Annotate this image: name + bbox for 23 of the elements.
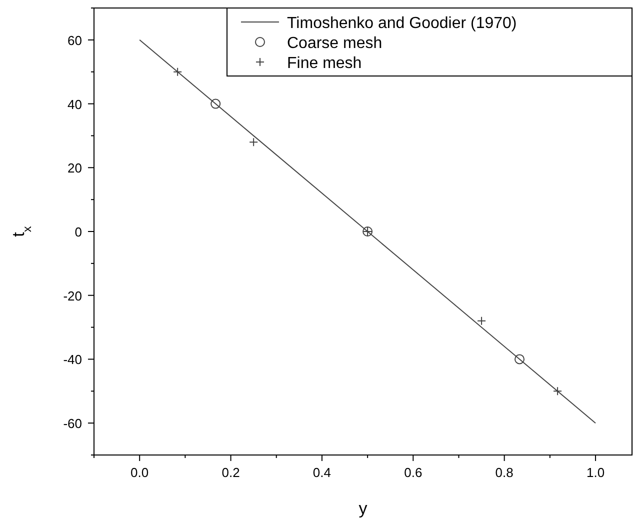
x-tick-label: 0.4	[312, 465, 332, 480]
y-tick-label: -60	[63, 416, 82, 432]
legend-label: Coarse mesh	[287, 35, 382, 52]
point	[249, 138, 258, 147]
point	[173, 67, 182, 76]
y-tick-label: 0	[74, 224, 82, 240]
x-tick-label: 0.2	[222, 465, 240, 480]
x-tick-label: 0.6	[404, 465, 422, 480]
point	[477, 316, 486, 326]
point	[514, 354, 525, 364]
x-tick-label: 0.0	[130, 465, 149, 480]
y-tick-label: 40	[68, 96, 82, 112]
x-tick-label: 0.8	[495, 465, 514, 480]
legend-label: Timoshenko and Goodier (1970)	[287, 15, 517, 32]
point	[210, 98, 221, 109]
legend-label: Fine mesh	[287, 55, 362, 72]
x-axis-title: y	[358, 499, 368, 518]
point	[553, 386, 562, 396]
x-tick-label: 1.0	[586, 465, 605, 480]
y-tick-label: -40	[63, 352, 82, 368]
y-tick-label: -20	[63, 288, 82, 304]
y-tick-label: 20	[68, 160, 82, 176]
y-tick-label: 60	[68, 32, 82, 48]
